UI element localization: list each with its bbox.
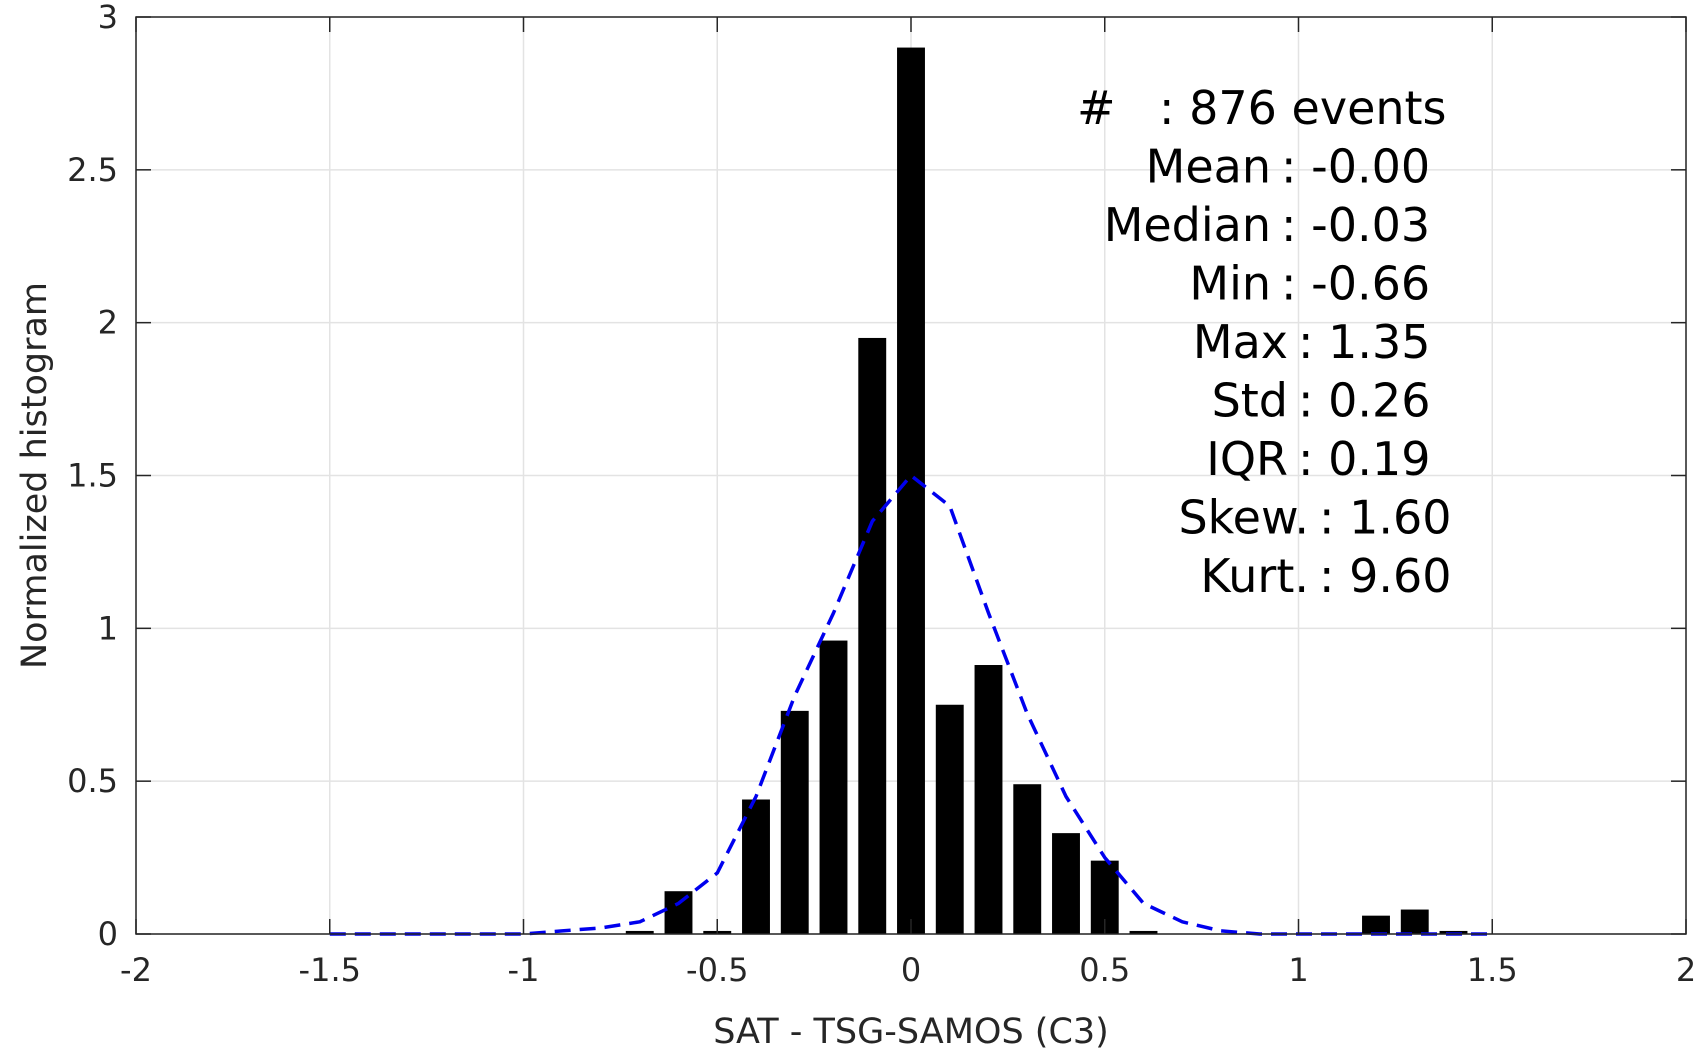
stat-value: : 0.19 bbox=[1298, 432, 1431, 486]
stat-value: : 1.35 bbox=[1298, 315, 1431, 369]
histogram-bar bbox=[974, 665, 1003, 934]
histogram-bar bbox=[819, 640, 848, 934]
x-tick-label: 1.5 bbox=[1467, 951, 1518, 989]
x-tick-label: 2 bbox=[1676, 951, 1696, 989]
histogram-bar bbox=[1400, 909, 1429, 934]
y-tick-label: 2 bbox=[98, 304, 118, 342]
x-tick-label: -2 bbox=[120, 951, 152, 989]
stat-label: Mean bbox=[1146, 140, 1271, 194]
histogram-bar bbox=[858, 337, 887, 934]
histogram-bar bbox=[935, 704, 964, 934]
stat-line: IQR: 0.19 bbox=[1206, 432, 1430, 486]
stat-value: : 1.60 bbox=[1319, 491, 1452, 545]
histogram-bar bbox=[664, 891, 693, 934]
histogram-bar bbox=[1013, 784, 1042, 934]
histogram-bar bbox=[1129, 930, 1158, 934]
stat-value: : -0.66 bbox=[1281, 257, 1430, 311]
y-tick-label: 3 bbox=[98, 0, 118, 36]
x-tick-label: 0 bbox=[901, 951, 921, 989]
stat-label: # bbox=[1077, 81, 1116, 135]
stat-value: : 876 events bbox=[1159, 81, 1447, 135]
stat-label: Max bbox=[1193, 315, 1288, 369]
stat-line: Skew.: 1.60 bbox=[1178, 491, 1451, 545]
stat-value: : -0.00 bbox=[1281, 140, 1430, 194]
stat-label: Median bbox=[1104, 198, 1271, 252]
stat-line: Std: 0.26 bbox=[1212, 374, 1431, 428]
histogram-bar bbox=[1362, 915, 1390, 934]
y-tick-label: 2.5 bbox=[67, 151, 118, 189]
x-tick-label: -1.5 bbox=[299, 951, 361, 989]
stat-label: IQR bbox=[1206, 432, 1288, 486]
y-axis-label: Normalized histogram bbox=[15, 282, 55, 669]
stat-label: Skew. bbox=[1178, 491, 1309, 545]
stat-label: Std bbox=[1212, 374, 1288, 428]
stat-label: Kurt. bbox=[1200, 549, 1309, 603]
y-tick-label: 0 bbox=[98, 915, 118, 953]
histogram-bar bbox=[897, 47, 925, 935]
stat-line: Min: -0.66 bbox=[1189, 257, 1430, 311]
stat-line: # : 876 events bbox=[1077, 81, 1447, 135]
x-tick-label: -1 bbox=[508, 951, 540, 989]
x-tick-label: 1 bbox=[1288, 951, 1308, 989]
y-tick-label: 0.5 bbox=[67, 762, 118, 800]
stat-line: Max: 1.35 bbox=[1193, 315, 1431, 369]
tick-marks bbox=[135, 16, 1687, 935]
stat-line: Mean: -0.00 bbox=[1146, 140, 1430, 194]
histogram-bar bbox=[780, 710, 809, 934]
x-tick-label: -0.5 bbox=[686, 951, 748, 989]
stat-line: Kurt.: 9.60 bbox=[1200, 549, 1451, 603]
x-tick-label: 0.5 bbox=[1079, 951, 1130, 989]
y-tick-labels: 0 0.5 1 1.5 2 2.5 3 bbox=[67, 0, 118, 953]
x-tick-labels: -2 -1.5 -1 -0.5 0 0.5 1 1.5 2 bbox=[120, 951, 1696, 989]
histogram-bar bbox=[742, 799, 770, 934]
stat-value: : 9.60 bbox=[1319, 549, 1452, 603]
stat-value: : 0.26 bbox=[1298, 374, 1431, 428]
histogram-bar bbox=[625, 930, 654, 934]
y-tick-label: 1.5 bbox=[67, 457, 118, 495]
histogram-bar bbox=[1052, 833, 1080, 934]
y-tick-label: 1 bbox=[98, 609, 118, 647]
x-axis-label: SAT - TSG-SAMOS (C3) bbox=[713, 1012, 1109, 1052]
stat-line: Median: -0.03 bbox=[1104, 198, 1430, 252]
stat-value: : -0.03 bbox=[1281, 198, 1430, 252]
histogram-bars bbox=[625, 47, 1468, 935]
stat-label: Min bbox=[1189, 257, 1271, 311]
